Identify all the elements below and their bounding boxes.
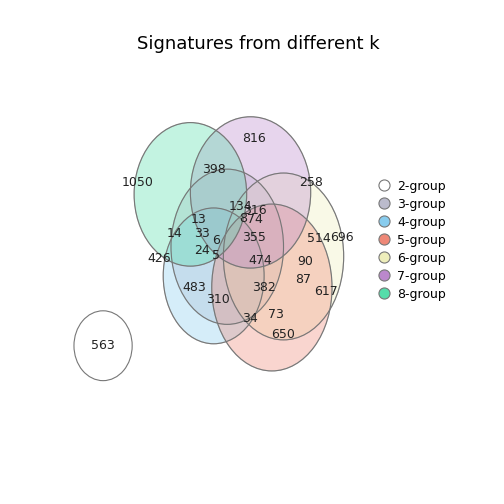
Text: 617: 617: [314, 285, 338, 298]
Text: 33: 33: [194, 227, 210, 240]
Text: 6: 6: [212, 234, 220, 247]
Ellipse shape: [163, 208, 264, 344]
Ellipse shape: [134, 122, 246, 266]
Text: 316: 316: [243, 204, 267, 217]
Text: 74: 74: [247, 213, 263, 226]
Text: 426: 426: [148, 252, 171, 265]
Text: 1050: 1050: [122, 176, 154, 189]
Text: 310: 310: [206, 293, 229, 305]
Ellipse shape: [212, 204, 332, 371]
Text: 816: 816: [242, 132, 266, 145]
Ellipse shape: [191, 117, 310, 268]
Text: 696: 696: [330, 230, 353, 243]
Text: 34: 34: [242, 312, 258, 325]
Ellipse shape: [171, 169, 284, 325]
Text: 514: 514: [306, 232, 330, 245]
Text: 563: 563: [91, 339, 115, 352]
Text: 90: 90: [297, 255, 313, 268]
Text: 483: 483: [182, 281, 206, 294]
Text: 5: 5: [212, 249, 220, 262]
Text: 355: 355: [242, 230, 266, 243]
Title: Signatures from different k: Signatures from different k: [137, 35, 380, 53]
Text: 8: 8: [239, 212, 247, 225]
Text: 474: 474: [248, 254, 272, 267]
Legend: 2-group, 3-group, 4-group, 5-group, 6-group, 7-group, 8-group: 2-group, 3-group, 4-group, 5-group, 6-gr…: [373, 175, 451, 306]
Ellipse shape: [223, 173, 344, 340]
Text: 24: 24: [194, 244, 210, 257]
Text: 258: 258: [299, 176, 323, 189]
Text: 382: 382: [252, 281, 276, 294]
Text: 650: 650: [272, 328, 295, 341]
Text: 73: 73: [268, 308, 284, 321]
Text: 398: 398: [202, 163, 226, 175]
Text: 14: 14: [167, 227, 183, 240]
Text: 13: 13: [191, 213, 206, 226]
Text: 87: 87: [295, 273, 311, 286]
Text: 134: 134: [229, 200, 253, 213]
